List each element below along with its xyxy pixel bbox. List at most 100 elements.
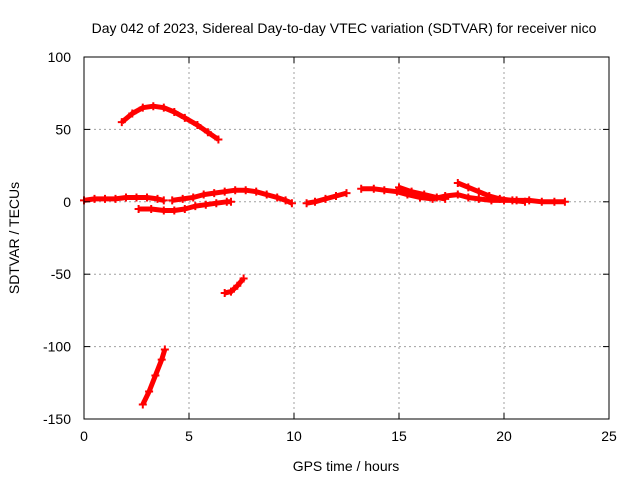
data-point bbox=[357, 184, 366, 193]
data-point bbox=[193, 121, 202, 130]
data-point bbox=[474, 194, 483, 203]
data-point bbox=[495, 194, 504, 203]
data-point bbox=[128, 109, 137, 118]
data-point bbox=[233, 281, 242, 290]
grid-layer bbox=[84, 57, 609, 419]
data-point bbox=[321, 194, 330, 203]
data-point bbox=[392, 187, 401, 196]
data-point bbox=[170, 108, 179, 117]
data-point bbox=[145, 387, 154, 396]
data-point bbox=[521, 197, 529, 206]
data-point bbox=[369, 184, 378, 193]
data-point bbox=[420, 190, 429, 199]
y-axis-label: SDTVAR / TECUs bbox=[6, 182, 22, 294]
data-point bbox=[157, 355, 166, 364]
data-point bbox=[273, 193, 282, 202]
series-arc-3 bbox=[138, 199, 231, 213]
chart-title: Day 042 of 2023, Sidereal Day-to-day VTE… bbox=[92, 20, 597, 36]
data-point bbox=[281, 196, 290, 205]
data-point bbox=[151, 371, 160, 380]
x-tick-label: 15 bbox=[391, 428, 407, 444]
data-point bbox=[159, 196, 168, 205]
data-point bbox=[180, 205, 189, 214]
data-point bbox=[189, 193, 198, 202]
y-tick-label: 50 bbox=[55, 121, 71, 137]
data-point bbox=[132, 193, 141, 202]
data-point bbox=[227, 197, 235, 206]
data-point bbox=[395, 183, 403, 192]
data-point bbox=[342, 189, 351, 198]
y-tick-label: -50 bbox=[51, 266, 71, 282]
x-axis-label: GPS time / hours bbox=[293, 458, 400, 474]
y-tick-label: 100 bbox=[48, 49, 72, 65]
data-point bbox=[101, 194, 109, 203]
data-point bbox=[332, 192, 340, 201]
data-point bbox=[252, 187, 261, 196]
data-point bbox=[262, 190, 271, 199]
data-point bbox=[214, 135, 223, 144]
data-point bbox=[210, 189, 219, 198]
data-point bbox=[149, 102, 158, 111]
data-point bbox=[453, 190, 462, 199]
x-tick-label: 0 bbox=[80, 428, 88, 444]
data-point bbox=[485, 192, 494, 201]
data-point bbox=[287, 199, 296, 208]
data-point bbox=[153, 194, 162, 203]
data-point bbox=[220, 187, 229, 196]
data-point bbox=[138, 103, 147, 112]
data-point bbox=[231, 186, 240, 195]
data-point bbox=[111, 194, 120, 203]
data-point bbox=[560, 197, 569, 206]
data-point bbox=[407, 187, 416, 196]
data-point bbox=[212, 199, 221, 208]
y-tick-label: 0 bbox=[63, 194, 71, 210]
data-point bbox=[180, 113, 189, 122]
data-point bbox=[241, 186, 250, 195]
data-point bbox=[441, 194, 450, 203]
series-arc-6 bbox=[361, 186, 565, 205]
data-point bbox=[474, 187, 483, 196]
data-point bbox=[508, 196, 517, 205]
series-arc-1 bbox=[120, 103, 220, 142]
data-point bbox=[191, 202, 200, 211]
data-point bbox=[138, 400, 147, 409]
data-point bbox=[453, 178, 462, 187]
data-point bbox=[117, 118, 126, 127]
plot-frame bbox=[83, 56, 610, 420]
x-tick-label: 25 bbox=[601, 428, 617, 444]
data-point bbox=[90, 194, 99, 203]
data-point bbox=[170, 206, 179, 215]
y-tick-label: -150 bbox=[43, 411, 71, 427]
data-point bbox=[159, 103, 168, 112]
data-point bbox=[203, 128, 212, 137]
data-point bbox=[168, 196, 177, 205]
data-point bbox=[302, 199, 311, 208]
x-tick-label: 5 bbox=[185, 428, 193, 444]
tick-layer: 0 5 10 15 20 25 -150 -100 -50 0 50 100 bbox=[43, 49, 617, 444]
data-point bbox=[464, 193, 473, 202]
data-point bbox=[159, 206, 168, 215]
data-point bbox=[380, 186, 389, 195]
data-point bbox=[201, 200, 210, 209]
data-point bbox=[134, 205, 143, 214]
data-point bbox=[525, 196, 534, 205]
y-tick-label: -100 bbox=[43, 339, 71, 355]
data-point bbox=[178, 194, 187, 203]
data-point bbox=[550, 197, 559, 206]
data-point bbox=[464, 183, 473, 192]
data-point bbox=[239, 274, 248, 283]
series-layer bbox=[80, 102, 569, 409]
x-tick-label: 10 bbox=[286, 428, 302, 444]
data-point bbox=[537, 197, 546, 206]
data-point bbox=[220, 289, 229, 298]
x-tick-label: 20 bbox=[496, 428, 512, 444]
data-point bbox=[160, 345, 169, 354]
data-point bbox=[432, 193, 441, 202]
data-point bbox=[227, 287, 235, 296]
data-point bbox=[199, 190, 208, 199]
data-point bbox=[147, 205, 156, 214]
data-point bbox=[311, 197, 319, 206]
data-point bbox=[122, 193, 130, 202]
data-point bbox=[143, 193, 151, 202]
